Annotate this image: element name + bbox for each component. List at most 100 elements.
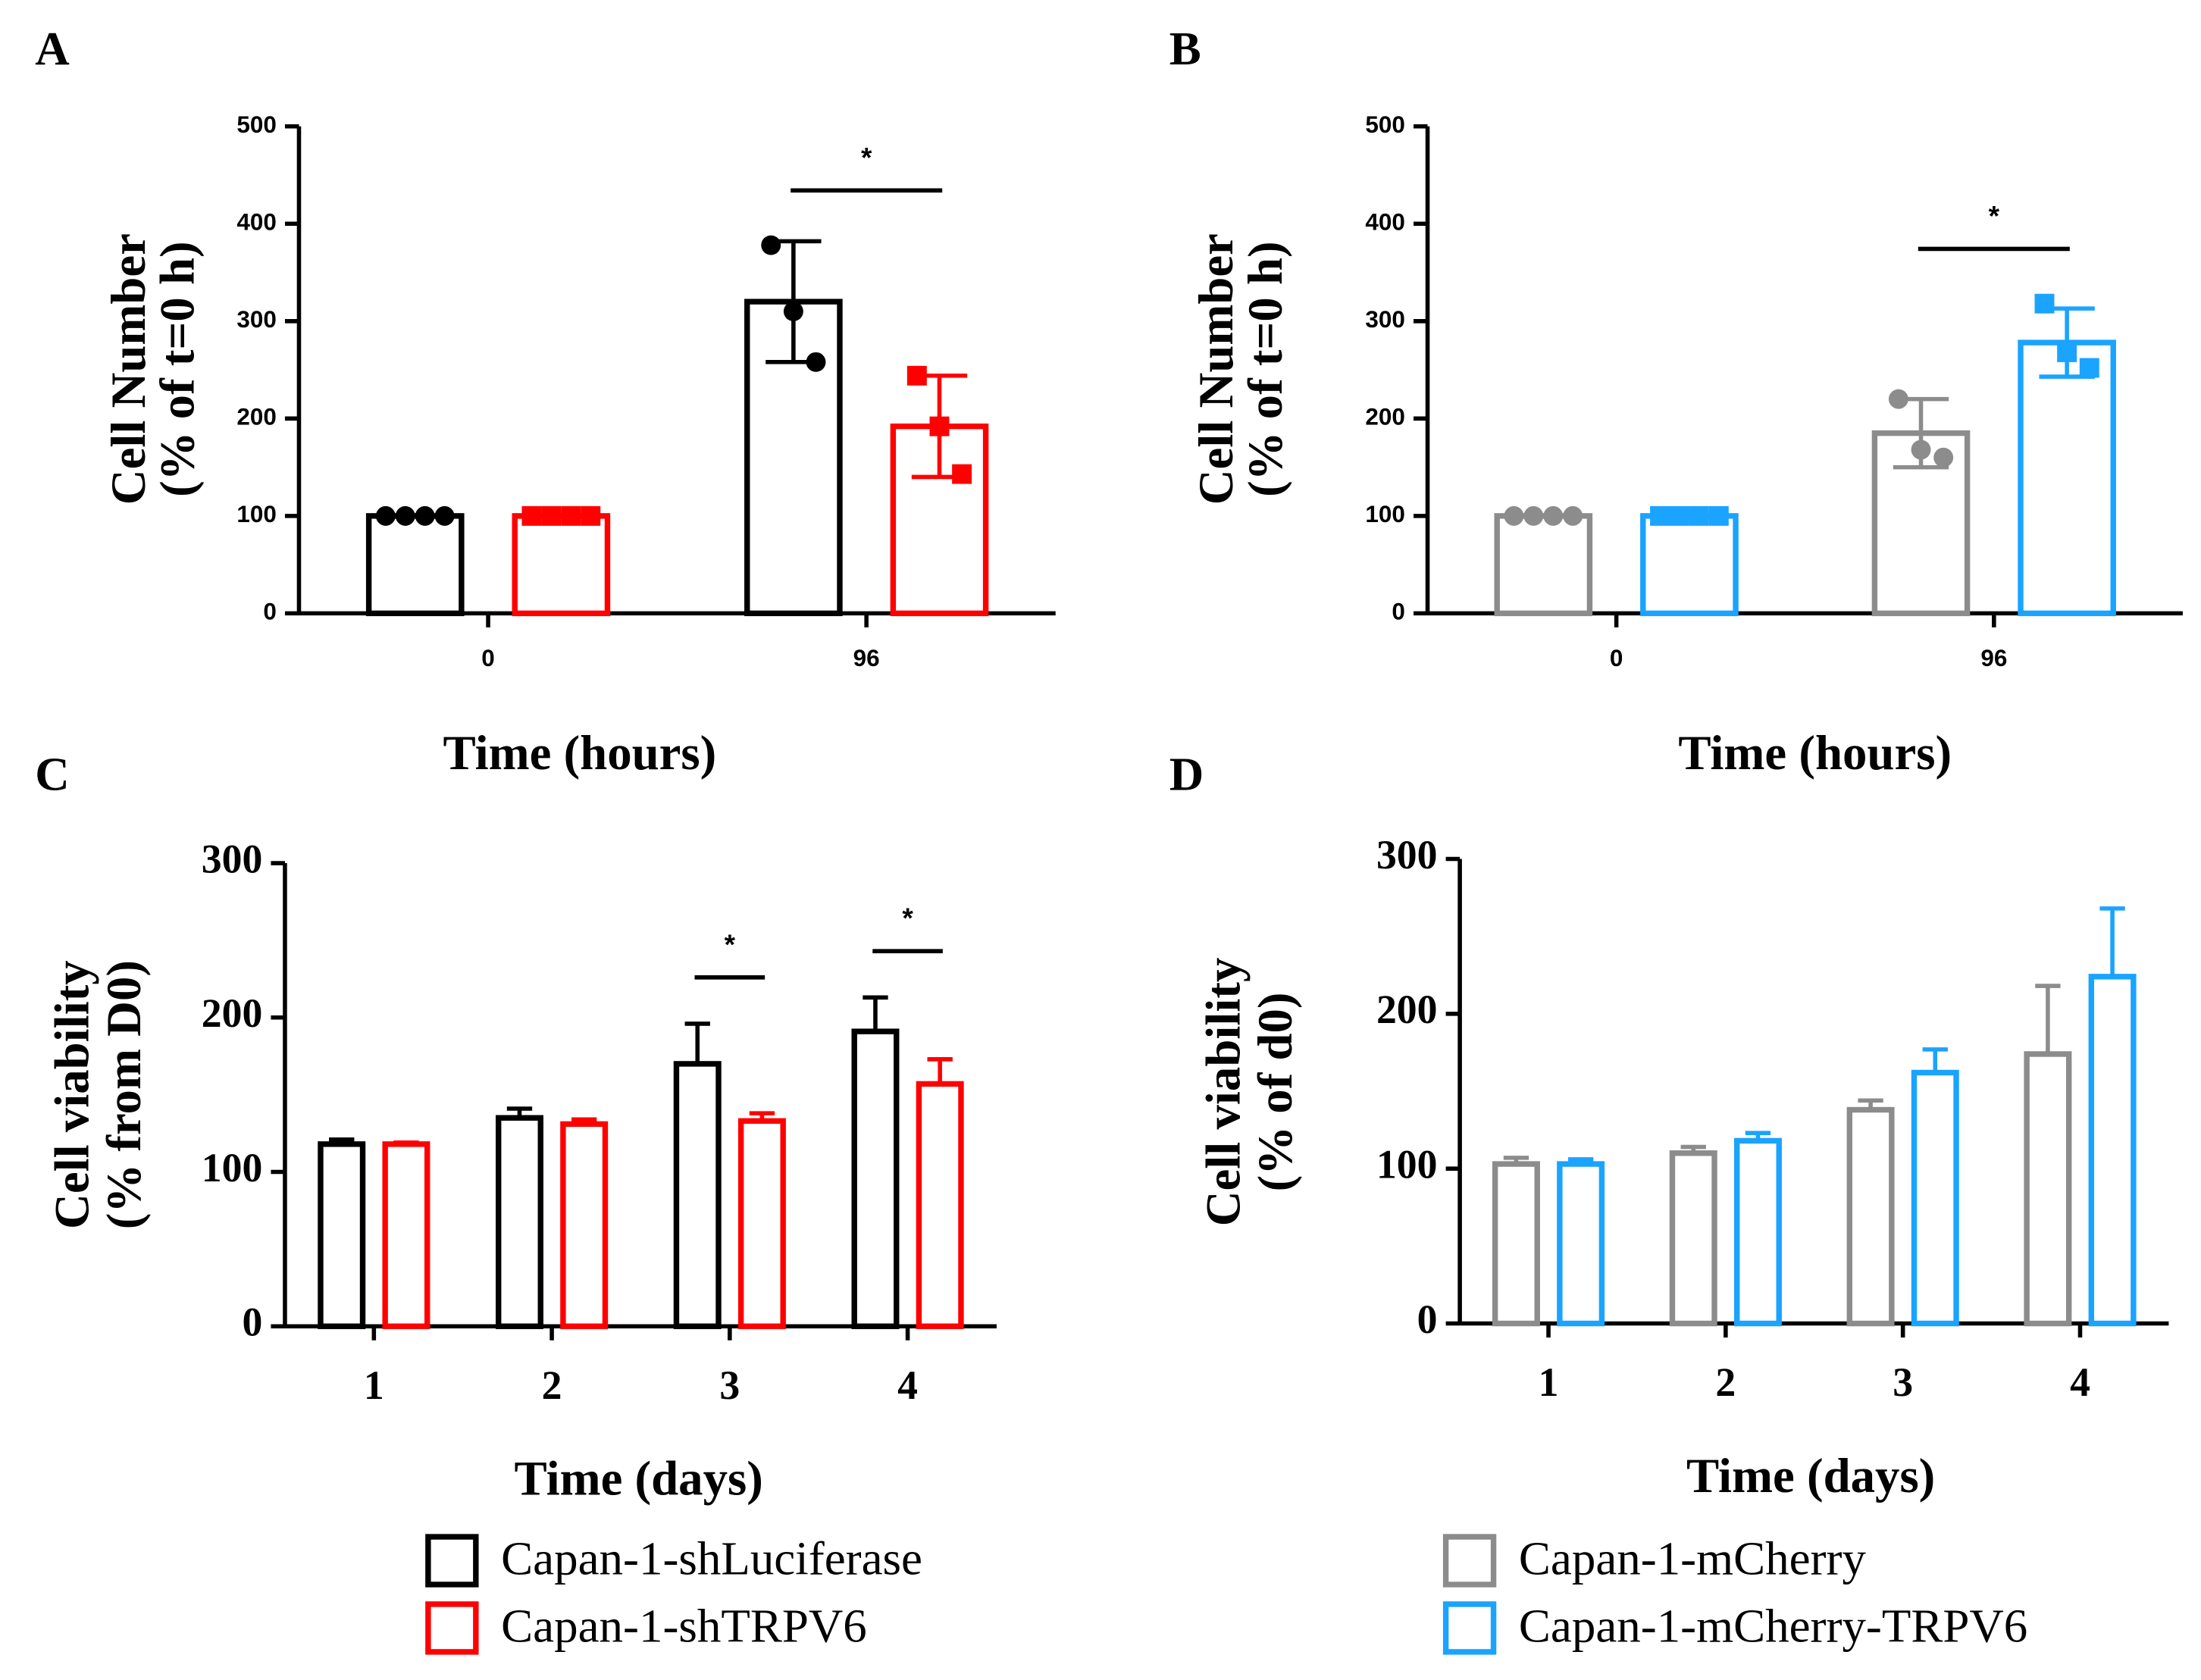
- data-point: [1504, 505, 1524, 526]
- x-axis-label: Time (days): [515, 1452, 763, 1506]
- panel-letter: B: [1169, 22, 1201, 75]
- bar: [673, 1061, 722, 1329]
- error-bar: [684, 1021, 710, 1064]
- data-point: [1650, 505, 1670, 526]
- data-point: [375, 505, 396, 526]
- y-tick-label: 100: [1376, 1142, 1438, 1187]
- data-point: [2057, 342, 2077, 362]
- bar: [1494, 513, 1593, 617]
- data-point: [434, 505, 455, 526]
- y-tick-label: 0: [1392, 599, 1405, 625]
- data-point: [1543, 505, 1564, 526]
- error-bar: [749, 1111, 775, 1122]
- bar: [2024, 1051, 2072, 1327]
- y-tick-label: 300: [1376, 832, 1438, 878]
- error-bar: [1745, 1131, 1771, 1141]
- bar: [1669, 1150, 1717, 1327]
- legend-swatch: [425, 1601, 479, 1655]
- data-point: [2079, 358, 2099, 378]
- error-bar: [927, 1057, 953, 1084]
- error-bar: [2035, 984, 2061, 1054]
- bar: [1733, 1137, 1782, 1327]
- data-point: [952, 464, 972, 484]
- x-axis-label: Time (hours): [1678, 726, 1952, 781]
- bar: [2088, 974, 2137, 1327]
- bar: [890, 423, 989, 617]
- x-tick-label: 96: [1980, 645, 2007, 671]
- y-tick-label: 300: [1365, 306, 1405, 333]
- panel-letter: C: [35, 747, 69, 800]
- error-bar: [571, 1117, 597, 1125]
- bar: [1492, 1161, 1540, 1327]
- error-bar: [393, 1140, 419, 1145]
- x-tick-label: 4: [2070, 1359, 2090, 1405]
- y-tick-label: 0: [1417, 1297, 1438, 1342]
- panel-letter: A: [35, 22, 69, 75]
- error-bar: [1503, 1156, 1529, 1165]
- error-bar: [863, 995, 888, 1032]
- y-axis-label: Cell viability: [45, 960, 100, 1229]
- data-point: [521, 505, 542, 526]
- data-point: [415, 505, 435, 526]
- error-bar: [506, 1106, 533, 1118]
- data-point: [1689, 505, 1709, 526]
- legend-label: Capan-1-shLuciferase: [501, 1532, 922, 1585]
- significance-label: *: [861, 141, 872, 173]
- x-axis-label: Time (days): [1686, 1449, 1935, 1503]
- data-point: [1670, 505, 1689, 526]
- y-tick-label: 100: [202, 1145, 263, 1190]
- data-point: [1563, 505, 1583, 526]
- significance-label: *: [1989, 199, 2000, 231]
- y-tick-label: 200: [202, 990, 263, 1036]
- bar: [560, 1121, 609, 1329]
- bar: [512, 513, 611, 617]
- y-axis-label: Cell Number: [102, 233, 156, 505]
- legend-label: Capan-1-mCherry-TRPV6: [1519, 1600, 2027, 1653]
- y-tick-label: 400: [236, 209, 277, 236]
- y-tick-label: 100: [1365, 501, 1405, 527]
- bar: [1846, 1106, 1895, 1327]
- significance-label: *: [725, 928, 736, 960]
- error-bar: [1858, 1098, 1883, 1110]
- data-point: [1888, 389, 1908, 409]
- y-axis-label: (% of t=0 h): [151, 241, 205, 497]
- data-point: [2034, 293, 2055, 314]
- y-axis-label: (% from D0): [97, 960, 152, 1229]
- data-point: [541, 505, 562, 526]
- y-tick-label: 200: [1376, 987, 1438, 1032]
- y-tick-label: 300: [202, 836, 263, 881]
- bar: [2018, 339, 2116, 617]
- x-tick-label: 2: [1715, 1359, 1736, 1405]
- data-point: [929, 416, 950, 436]
- y-axis-label: Cell Number: [1189, 233, 1244, 505]
- x-tick-label: 96: [853, 645, 880, 671]
- bar: [1640, 513, 1739, 617]
- y-tick-label: 0: [263, 599, 277, 625]
- panel-letter: D: [1169, 747, 1204, 800]
- legend-label: Capan-1-shTRPV6: [501, 1600, 867, 1653]
- data-point: [906, 365, 927, 386]
- bar: [496, 1115, 543, 1329]
- y-tick-label: 300: [236, 306, 277, 333]
- x-tick-label: 1: [364, 1362, 384, 1408]
- y-tick-label: 100: [236, 501, 277, 527]
- data-point: [783, 301, 803, 321]
- legend-label: Capan-1-mCherry: [1519, 1532, 1867, 1585]
- data-point: [561, 505, 581, 526]
- data-point: [581, 505, 601, 526]
- y-tick-label: 200: [236, 404, 277, 430]
- bar: [1557, 1161, 1605, 1327]
- data-point: [761, 235, 781, 255]
- x-tick-label: 4: [897, 1362, 918, 1408]
- data-point: [1523, 505, 1544, 526]
- y-tick-label: 200: [1365, 404, 1405, 430]
- x-tick-label: 2: [542, 1362, 562, 1408]
- x-axis-label: Time (hours): [443, 726, 717, 781]
- y-tick-label: 500: [236, 111, 277, 138]
- error-bar: [1567, 1157, 1594, 1165]
- data-point: [1933, 447, 1954, 468]
- bar: [737, 1118, 786, 1329]
- y-tick-label: 400: [1365, 209, 1405, 236]
